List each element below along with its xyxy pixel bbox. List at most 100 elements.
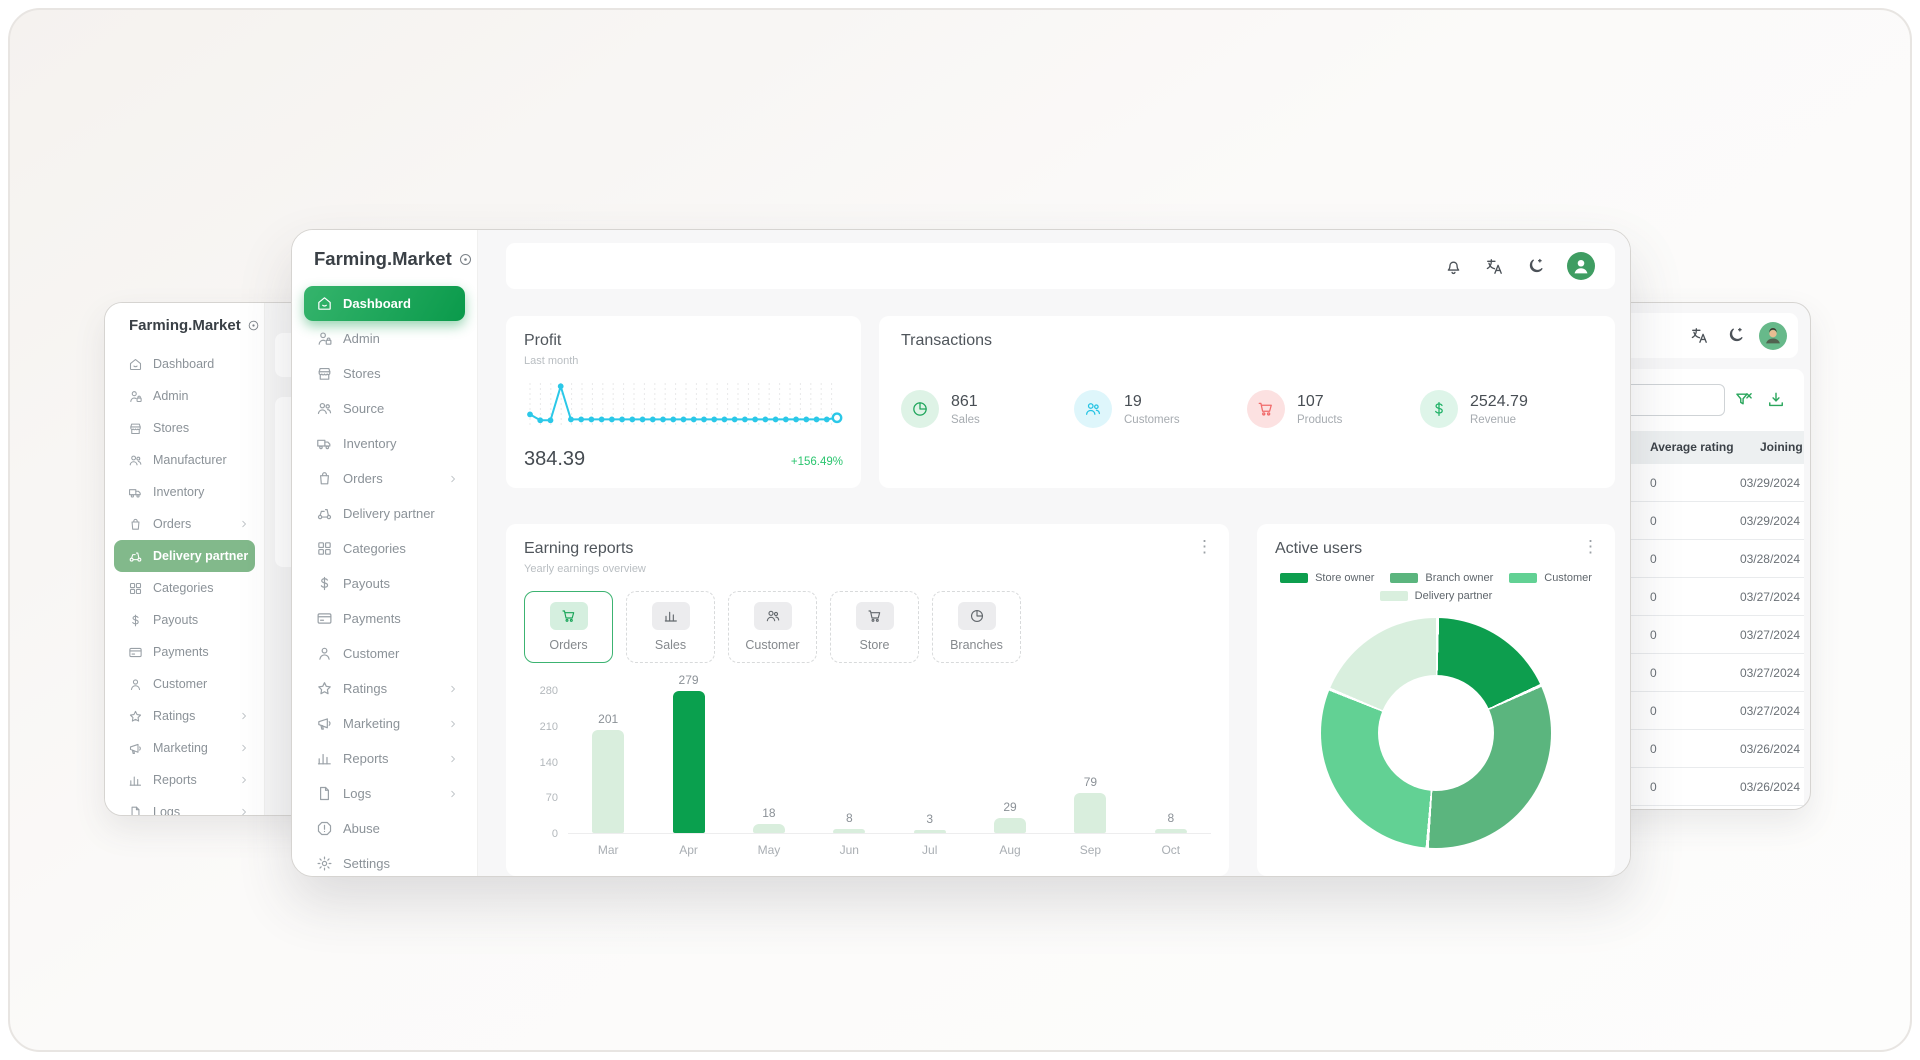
scooter-icon [128, 549, 143, 564]
bar-value-label: 29 [1003, 800, 1017, 815]
kebab-menu-icon[interactable]: ⋮ [1196, 537, 1213, 556]
cart-icon [855, 602, 894, 630]
grid-icon [128, 581, 143, 596]
grid-icon [316, 540, 333, 557]
cell-joining-date: 03/27/2024 [1739, 628, 1800, 642]
sidebar-item-admin[interactable]: Admin [304, 321, 465, 356]
sidebar-item-label: Stores [343, 366, 381, 381]
profit-footer: 384.39 +156.49% [524, 448, 843, 471]
canvas: Farming.Market Dashboard Admin Stores Manuf… [8, 8, 1912, 1052]
stat-text: 2524.79 Revenue [1470, 393, 1528, 426]
sidebar-item-settings[interactable]: Settings [304, 846, 465, 876]
bar [1074, 792, 1107, 833]
sidebar-item-label: Dashboard [153, 357, 215, 371]
stat-customers: 19 Customers [1074, 390, 1247, 428]
x-axis-label: Sep [1079, 843, 1102, 857]
sidebar-item-payments[interactable]: Payments [114, 636, 255, 668]
stat-revenue: 2524.79 Revenue [1420, 390, 1593, 428]
tab-sales[interactable]: Sales [626, 591, 715, 663]
star-icon [128, 709, 143, 724]
x-axis-label: May [757, 843, 781, 857]
moon-icon[interactable] [1526, 257, 1545, 276]
sidebar-item-dashboard[interactable]: Dashboard [114, 348, 255, 380]
sidebar-item-customer[interactable]: Customer [304, 636, 465, 671]
avatar[interactable] [1759, 321, 1787, 350]
avatar[interactable] [1567, 252, 1595, 280]
y-axis-tick: 0 [551, 828, 558, 840]
sidebar-item-logs[interactable]: Logs [304, 776, 465, 811]
tab-branches[interactable]: Branches [932, 591, 1021, 663]
chevron-right-icon [238, 806, 250, 815]
filter-funnel-icon[interactable] [1734, 390, 1754, 410]
sidebar-item-categories[interactable]: Categories [114, 572, 255, 604]
sidebar-item-reports[interactable]: Reports [114, 764, 255, 796]
bar-value-label: 8 [845, 810, 853, 825]
sidebar-item-label: Payouts [153, 613, 199, 627]
kebab-menu-icon[interactable]: ⋮ [1582, 537, 1599, 556]
sidebar-item-ratings[interactable]: Ratings [114, 700, 255, 732]
legend-item-store-owner: Store owner [1280, 572, 1374, 584]
sidebar-item-ratings[interactable]: Ratings [304, 671, 465, 706]
sidebar-item-label: Reports [153, 773, 197, 787]
sidebar-item-categories[interactable]: Categories [304, 531, 465, 566]
sidebar-item-delivery-partner[interactable]: Delivery partner [114, 540, 255, 572]
sidebar-item-label: Customer [153, 677, 208, 691]
sidebar-item-orders[interactable]: Orders [304, 461, 465, 496]
legend-swatch [1379, 591, 1408, 601]
sidebar-item-inventory[interactable]: Inventory [304, 426, 465, 461]
legend-label: Branch owner [1425, 572, 1494, 584]
sidebar-item-inventory[interactable]: Inventory [114, 476, 255, 508]
sidebar-item-delivery-partner[interactable]: Delivery partner [304, 496, 465, 531]
tab-store[interactable]: Store [830, 591, 919, 663]
sidebar-item-marketing[interactable]: Marketing [304, 706, 465, 741]
bar [592, 730, 625, 833]
sidebar-item-label: Ratings [343, 681, 388, 696]
center-sidebar: Farming.Market Dashboard Admin Stores Sourc… [292, 230, 478, 876]
bar [994, 818, 1027, 833]
sidebar-item-payments[interactable]: Payments [304, 601, 465, 636]
legend-swatch [1280, 573, 1309, 583]
sidebar-item-label: Inventory [343, 436, 397, 451]
user-lock-icon [316, 330, 333, 347]
sidebar-item-payouts[interactable]: Payouts [114, 604, 255, 636]
sidebar-item-label: Marketing [153, 741, 208, 755]
sidebar-item-label: Source [343, 401, 385, 416]
translate-icon[interactable] [1485, 257, 1504, 276]
bell-icon[interactable] [1444, 257, 1463, 276]
tab-orders[interactable]: Orders [524, 591, 613, 663]
home-icon [316, 295, 333, 312]
chevron-right-icon [447, 473, 459, 485]
sidebar-item-customer[interactable]: Customer [114, 668, 255, 700]
tab-customer[interactable]: Customer [728, 591, 817, 663]
stat-value: 19 [1124, 392, 1142, 410]
sidebar-item-abuse[interactable]: Abuse [304, 811, 465, 846]
transactions-stats: 861 Sales 19 Customers 107 Products 2524.79 Rev… [901, 390, 1593, 428]
y-axis-tick: 140 [539, 756, 558, 769]
sidebar-item-dashboard[interactable]: Dashboard [304, 286, 465, 321]
profit-sparkline [524, 377, 843, 444]
window-dashboard: Farming.Market Dashboard Admin Stores Sourc… [291, 229, 1631, 877]
sidebar-item-reports[interactable]: Reports [304, 741, 465, 776]
sidebar-item-stores[interactable]: Stores [114, 412, 255, 444]
tab-label: Customer [745, 638, 800, 652]
sidebar-item-stores[interactable]: Stores [304, 356, 465, 391]
sidebar-item-marketing[interactable]: Marketing [114, 732, 255, 764]
sidebar-item-logs[interactable]: Logs [114, 796, 255, 815]
bar [672, 690, 705, 833]
sidebar-item-label: Delivery partner [343, 506, 435, 521]
cell-joining-date: 03/26/2024 [1739, 780, 1800, 794]
sidebar-item-label: Payouts [343, 576, 390, 591]
profit-delta: +156.49% [790, 456, 843, 468]
translate-icon[interactable] [1690, 326, 1709, 345]
sidebar-item-admin[interactable]: Admin [114, 380, 255, 412]
sidebar-item-manufacturer[interactable]: Manufacturer [114, 444, 255, 476]
download-icon[interactable] [1766, 390, 1786, 410]
center-topbar [506, 243, 1615, 289]
sidebar-item-source[interactable]: Source [304, 391, 465, 426]
sidebar-item-label: Payments [153, 645, 209, 659]
moon-icon[interactable] [1726, 326, 1745, 345]
sidebar-item-payouts[interactable]: Payouts [304, 566, 465, 601]
stat-text: 107 Products [1297, 393, 1342, 426]
sidebar-item-orders[interactable]: Orders [114, 508, 255, 540]
truck-icon [316, 435, 333, 452]
